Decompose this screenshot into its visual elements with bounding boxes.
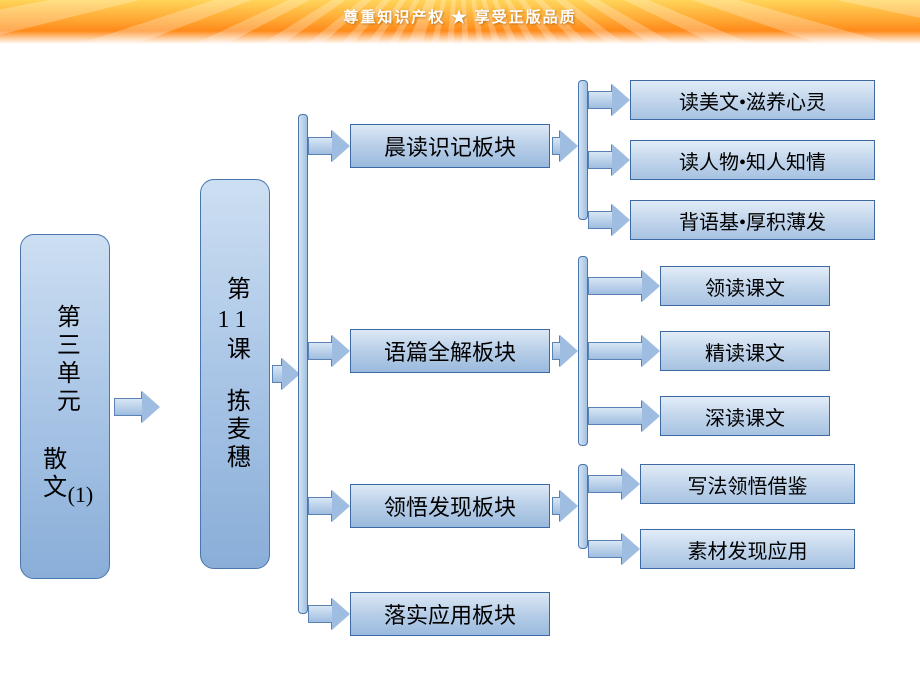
- arrow-leaf-4: [588, 270, 660, 302]
- arrow-unit-lesson: [114, 391, 160, 423]
- leaf-node-8: 素材发现应用: [640, 529, 855, 569]
- top-banner: 尊重知识产权 ★ 享受正版品质: [0, 0, 920, 44]
- arrow-leaf-3: [588, 204, 630, 236]
- arrow-leaf-5: [588, 335, 660, 367]
- arrow-section-out-3: [552, 490, 578, 522]
- section-node-3: 领悟发现板块: [350, 484, 550, 528]
- banner-text: 尊重知识产权 ★ 享受正版品质: [0, 0, 920, 27]
- leaf-node-1: 读美文•滋养心灵: [630, 80, 875, 120]
- bracket-s2: [578, 256, 588, 446]
- lesson-top: 第: [221, 276, 250, 304]
- diagram-canvas: 第三单元 散文 (1) 第 11 课 拣麦穗 晨读识记板块语篇全解板块领悟发现板…: [0, 44, 920, 690]
- arrow-section-2: [308, 335, 350, 367]
- bracket-s1: [578, 80, 588, 220]
- lesson-node: 第 11 课 拣麦穗: [200, 179, 270, 569]
- section-node-4: 落实应用板块: [350, 592, 550, 636]
- leaf-node-7: 写法领悟借鉴: [640, 464, 855, 504]
- section-node-2: 语篇全解板块: [350, 329, 550, 373]
- arrow-leaf-6: [588, 400, 660, 432]
- unit-node: 第三单元 散文 (1): [20, 234, 110, 579]
- unit-suffix: (1): [68, 482, 94, 508]
- arrow-section-3: [308, 490, 350, 522]
- arrow-lesson-sections: [272, 358, 300, 390]
- leaf-node-4: 领读课文: [660, 266, 830, 306]
- arrow-leaf-7: [588, 468, 640, 500]
- leaf-node-3: 背语基•厚积薄发: [630, 200, 875, 240]
- arrow-leaf-1: [588, 84, 630, 116]
- bracket-s3: [578, 464, 588, 549]
- unit-line2: 散文: [37, 446, 66, 502]
- leaf-node-2: 读人物•知人知情: [630, 140, 875, 180]
- bracket-sections: [298, 114, 308, 614]
- lesson-mid: 课: [221, 336, 250, 364]
- arrow-section-out-2: [552, 335, 578, 367]
- section-node-1: 晨读识记板块: [350, 124, 550, 168]
- leaf-node-5: 精读课文: [660, 331, 830, 371]
- leaf-node-6: 深读课文: [660, 396, 830, 436]
- arrow-section-4: [308, 598, 350, 630]
- arrow-leaf-8: [588, 533, 640, 565]
- arrow-section-1: [308, 130, 350, 162]
- unit-line1: 第三单元: [51, 304, 80, 416]
- lesson-num: 11: [217, 306, 252, 335]
- arrow-section-out-1: [552, 130, 578, 162]
- arrow-leaf-2: [588, 144, 630, 176]
- lesson-title: 拣麦穗: [221, 388, 250, 472]
